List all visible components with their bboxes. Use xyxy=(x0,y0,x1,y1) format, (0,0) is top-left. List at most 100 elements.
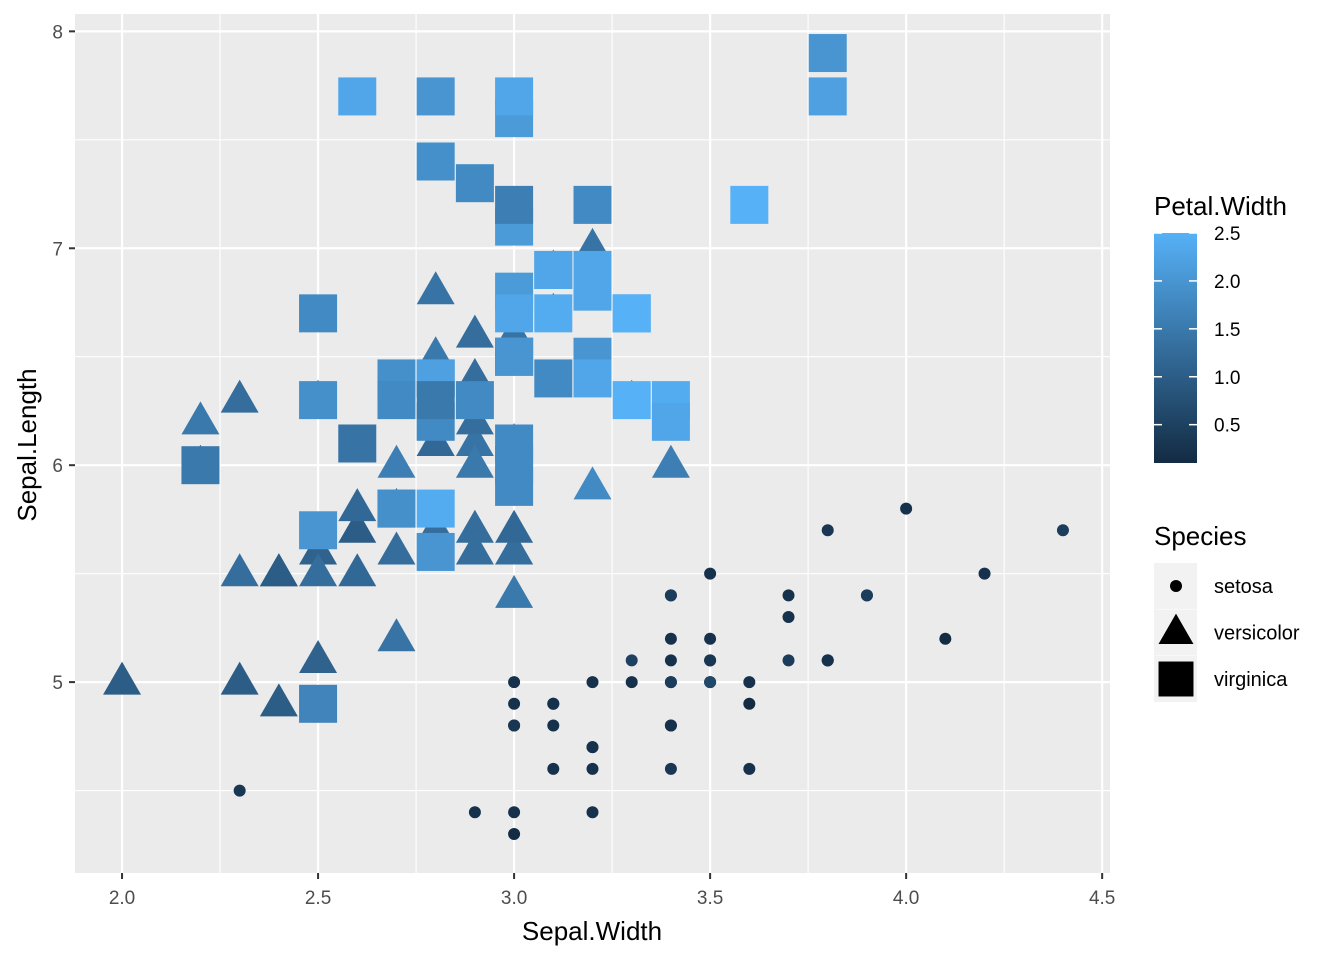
versicolor-point xyxy=(573,466,612,500)
legend-label: virginica xyxy=(1214,669,1288,691)
setosa-point xyxy=(860,589,873,602)
points xyxy=(103,34,1069,840)
virginica-point xyxy=(730,185,769,224)
versicolor-point xyxy=(220,379,259,413)
setosa-point xyxy=(664,719,677,732)
setosa-point xyxy=(704,567,717,580)
setosa-point xyxy=(625,654,638,667)
setosa-point xyxy=(782,654,795,667)
versicolor-point xyxy=(181,401,220,435)
y-tick-label: 8 xyxy=(52,22,63,43)
versicolor-point xyxy=(103,661,142,695)
virginica-point xyxy=(573,359,612,398)
x-axis-title: Sepal.Width xyxy=(522,916,662,946)
setosa-point xyxy=(586,762,599,775)
virginica-point xyxy=(455,381,494,420)
virginica-point xyxy=(299,511,338,550)
virginica-point xyxy=(377,489,416,528)
setosa-point xyxy=(821,524,834,537)
versicolor-point xyxy=(299,639,338,673)
colorbar-ticks: 0.5 1.0 1.5 2.0 2.5 xyxy=(1154,224,1240,437)
series-setosa xyxy=(233,502,1069,840)
color-legend: Petal.Width 0.5 1.0 1.5 2.0 2.5 xyxy=(1154,191,1287,463)
setosa-point xyxy=(664,632,677,645)
setosa-point xyxy=(508,676,521,689)
y-axis-title: Sepal.Length xyxy=(12,368,42,521)
versicolor-point xyxy=(377,444,416,478)
setosa-point xyxy=(508,719,521,732)
setosa-point xyxy=(978,567,991,580)
setosa-point xyxy=(664,676,677,689)
colorbar-tick-label: 1.5 xyxy=(1214,320,1240,341)
x-tick-label: 3.5 xyxy=(697,888,723,909)
virginica-point xyxy=(299,381,338,420)
versicolor-point xyxy=(259,553,298,587)
virginica-point xyxy=(416,381,455,420)
versicolor-point xyxy=(338,509,377,543)
virginica-point xyxy=(338,424,377,463)
virginica-point xyxy=(808,77,847,116)
setosa-point xyxy=(782,611,795,624)
versicolor-point xyxy=(220,661,259,695)
setosa-point xyxy=(1056,524,1069,537)
legend-label: versicolor xyxy=(1214,623,1300,645)
series-virginica xyxy=(181,34,847,723)
grid xyxy=(75,14,1110,873)
versicolor-point xyxy=(455,509,494,543)
color-legend-title: Petal.Width xyxy=(1154,191,1287,221)
versicolor-point xyxy=(377,531,416,565)
setosa-point xyxy=(586,741,599,754)
y-tick-label: 5 xyxy=(52,673,63,694)
versicolor-point xyxy=(377,618,416,652)
versicolor-point xyxy=(455,444,494,478)
virginica-point xyxy=(416,77,455,116)
virginica-point xyxy=(338,77,377,116)
setosa-point xyxy=(704,654,717,667)
setosa-point xyxy=(547,762,560,775)
setosa-point xyxy=(664,589,677,602)
virginica-point xyxy=(612,294,651,333)
virginica-point xyxy=(416,489,455,528)
setosa-point xyxy=(468,806,481,819)
x-tick-label: 3.0 xyxy=(501,888,527,909)
virginica-point xyxy=(377,381,416,420)
virginica-point xyxy=(573,272,612,311)
legend-label: setosa xyxy=(1214,576,1274,598)
versicolor-point xyxy=(455,531,494,565)
setosa-point xyxy=(704,676,717,689)
colorbar-tick-label: 2.0 xyxy=(1214,272,1240,293)
virginica-point xyxy=(495,467,534,506)
setosa-point xyxy=(743,697,756,710)
setosa-point xyxy=(547,719,560,732)
legend-key-triangle-icon xyxy=(1158,613,1194,645)
setosa-point xyxy=(664,654,677,667)
versicolor-point xyxy=(338,488,377,522)
setosa-point xyxy=(586,806,599,819)
setosa-point xyxy=(625,676,638,689)
virginica-point xyxy=(181,446,220,485)
setosa-point xyxy=(939,632,952,645)
y-tick-label: 6 xyxy=(52,456,63,477)
setosa-point xyxy=(664,762,677,775)
virginica-point xyxy=(299,684,338,723)
virginica-point xyxy=(534,250,573,289)
colorbar-tick-label: 0.5 xyxy=(1214,416,1240,437)
virginica-point xyxy=(416,532,455,571)
versicolor-point xyxy=(338,553,377,587)
virginica-point xyxy=(534,359,573,398)
versicolor-point xyxy=(495,531,534,565)
x-tick-label: 4.0 xyxy=(893,888,919,909)
virginica-point xyxy=(612,381,651,420)
versicolor-point xyxy=(220,553,259,587)
virginica-point xyxy=(495,185,534,224)
versicolor-point xyxy=(455,314,494,348)
setosa-point xyxy=(704,632,717,645)
versicolor-point xyxy=(455,423,494,457)
shape-legend-title: Species xyxy=(1154,521,1247,551)
virginica-point xyxy=(651,402,690,441)
colorbar-tick-label: 1.0 xyxy=(1214,368,1240,389)
setosa-point xyxy=(900,502,913,515)
versicolor-point xyxy=(259,683,298,717)
setosa-point xyxy=(547,697,560,710)
